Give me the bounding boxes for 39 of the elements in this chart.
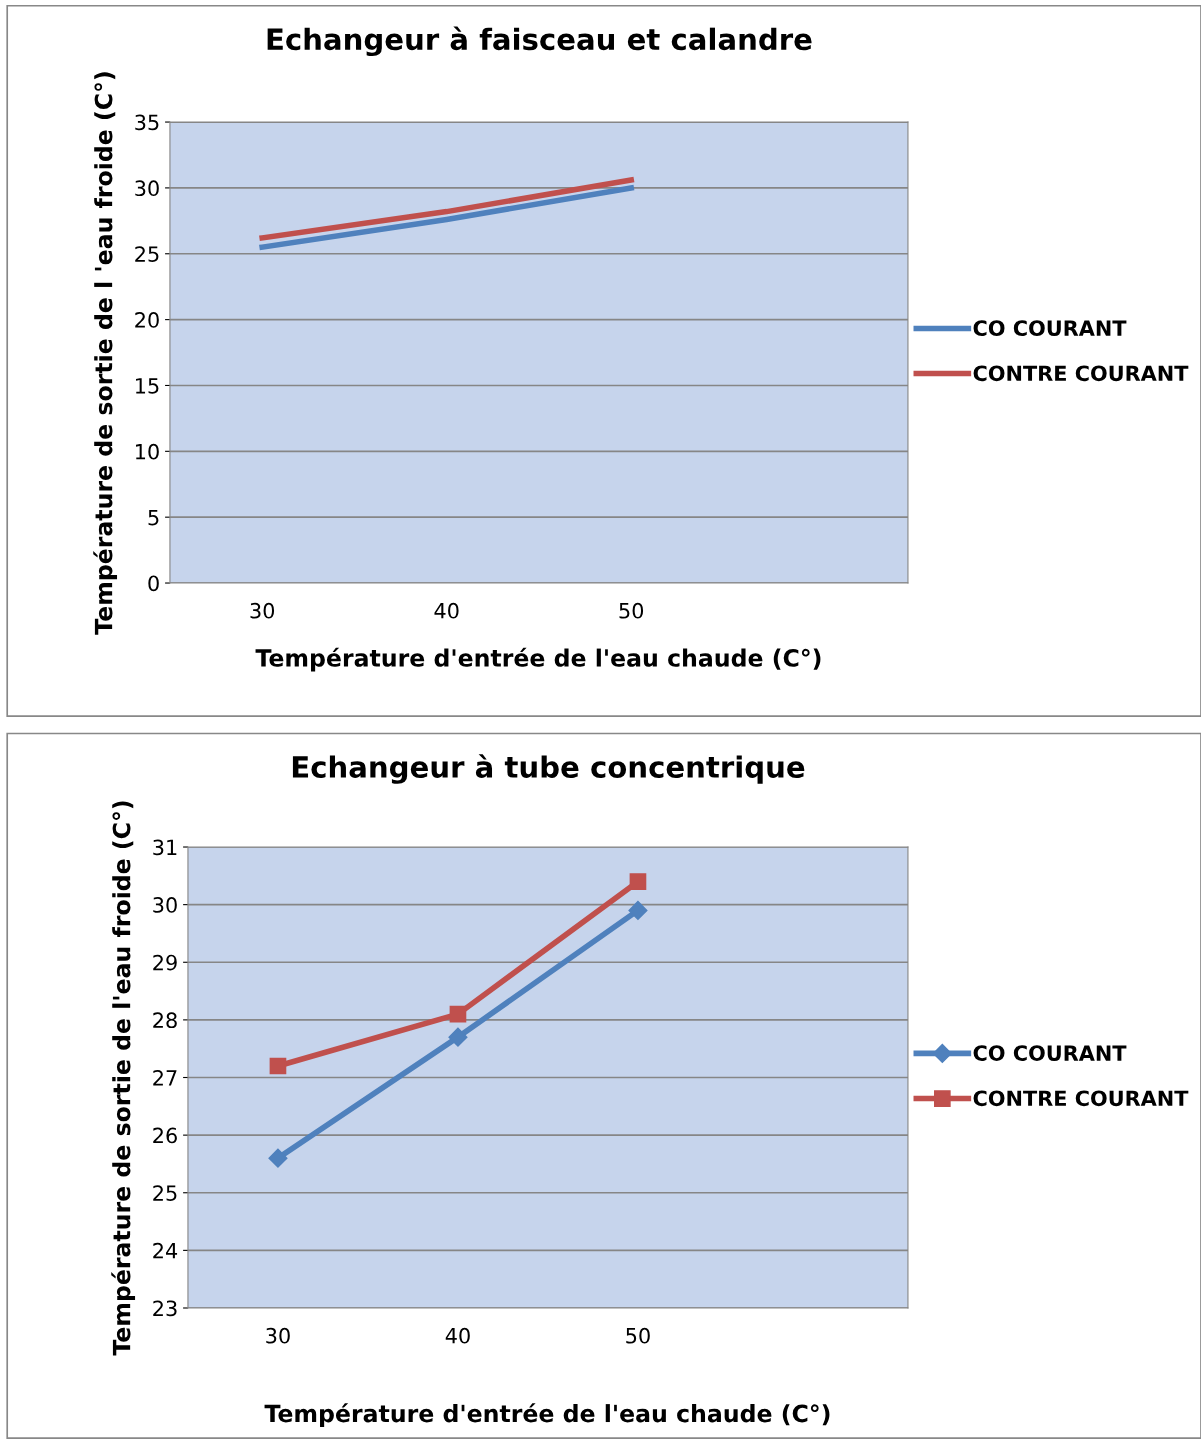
- x-axis-title: Température d'entrée de l'eau chaude (C°): [255, 647, 821, 672]
- y-tick-label: 26: [153, 1127, 177, 1144]
- y-tick-label: 25: [135, 246, 159, 262]
- x-tick-label: 50: [626, 1327, 650, 1344]
- point: [628, 900, 648, 920]
- y-tick-label: 25: [153, 1185, 177, 1201]
- x-tick-label: 30: [266, 1327, 290, 1344]
- y-tick-label: 0: [148, 575, 159, 592]
- y-axis-title: Température de sortie de l 'eau froide (C°): [93, 72, 118, 635]
- chart-title: Echangeur à tube concentrique: [292, 754, 805, 784]
- y-tick-label: 23: [153, 1300, 177, 1317]
- x-tick-label: 30: [250, 602, 275, 619]
- point: [268, 1148, 288, 1168]
- y-tick-label: 15: [136, 378, 159, 394]
- point: [269, 1057, 287, 1075]
- point: [629, 873, 647, 890]
- x-tick-label: 40: [434, 602, 459, 619]
- y-tick-label: 28: [153, 1012, 177, 1029]
- point: [448, 1027, 468, 1047]
- x-axis-title: Température d'entrée de l'eau chaude (C°): [264, 1403, 830, 1427]
- point: [449, 1005, 467, 1023]
- y-axis-title: Température de sortie de l'eau froide (C°): [111, 801, 136, 1356]
- y-tick-label: 35: [135, 114, 159, 131]
- x-tick-label: 50: [619, 602, 644, 619]
- legend-label: CONTRE COURANT: [973, 365, 1189, 382]
- y-tick-label: 24: [153, 1242, 178, 1259]
- y-tick-label: 30: [153, 897, 177, 913]
- y-tick-label: 30: [135, 180, 159, 197]
- legend-label: CONTRE COURANT: [973, 1090, 1189, 1107]
- chart-title: Echangeur à faisceau et calandre: [267, 26, 812, 57]
- y-tick-label: 5: [148, 509, 159, 526]
- y-tick-label: 10: [136, 443, 159, 460]
- legend-label: CO COURANT: [973, 1045, 1127, 1061]
- y-tick-label: 27: [153, 1069, 177, 1086]
- y-tick-label: 29: [153, 954, 177, 971]
- y-tick-label: 20: [135, 312, 159, 328]
- legend-label: CO COURANT: [973, 320, 1127, 336]
- y-tick-label: 31: [153, 839, 177, 856]
- x-tick-label: 40: [445, 1327, 470, 1344]
